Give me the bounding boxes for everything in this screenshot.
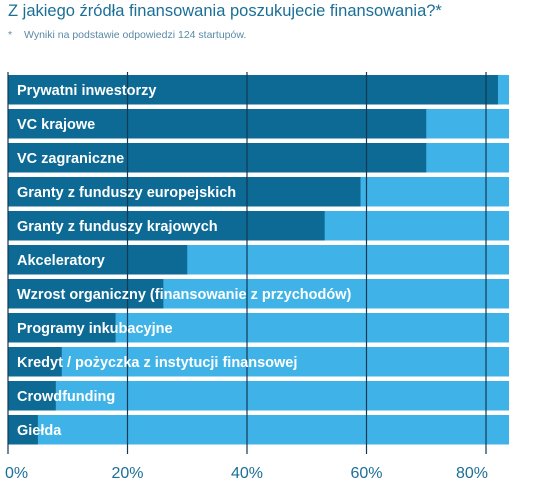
footnote-text: Wyniki na podstawie odpowiedzi 124 start…: [24, 29, 247, 41]
category-label: Kredyt / pożyczka z instytucji finansowe…: [17, 355, 297, 371]
category-label: Giełda: [17, 423, 62, 439]
category-label: Akceleratory: [17, 253, 105, 269]
bars: [8, 75, 498, 445]
bar-track: [8, 415, 509, 445]
tick-label: 80%: [456, 465, 488, 482]
category-label: Crowdfunding: [17, 389, 115, 405]
category-label: Granty z funduszy europejskich: [17, 185, 236, 201]
category-label: Wzrost organiczny (finansowanie z przych…: [17, 287, 351, 303]
bar-track: [8, 347, 509, 377]
bar: [8, 313, 116, 343]
bar-track: [8, 381, 509, 411]
bar: [8, 143, 427, 173]
bar: [8, 279, 164, 309]
category-label: Programy inkubacyjne: [17, 321, 173, 337]
bar: [8, 109, 427, 139]
bar: [8, 347, 62, 377]
category-labels: Prywatni inwestorzy VC krajowe VC zagranic…: [17, 83, 351, 439]
category-label: VC zagraniczne: [17, 151, 124, 167]
gridlines: [7, 72, 487, 454]
bar: [8, 177, 361, 207]
tick-label: 60%: [350, 465, 382, 482]
category-label: Granty z funduszy krajowych: [17, 219, 218, 235]
category-label: VC krajowe: [17, 117, 95, 133]
bar: [8, 211, 325, 241]
tick-label: 20%: [111, 465, 143, 482]
bar: [8, 245, 188, 275]
tick-label: 40%: [231, 465, 263, 482]
bar: [8, 75, 498, 105]
bar: [8, 415, 38, 445]
page-title: Z jakiego źródła finansowania poszukujec…: [8, 2, 442, 20]
bar: [8, 381, 56, 411]
footnote: * Wyniki na podstawie odpowiedzi 124 star…: [8, 29, 246, 41]
x-axis-ticks: 0% 20% 40% 60% 80%: [5, 465, 488, 482]
category-label: Prywatni inwestorzy: [17, 83, 156, 99]
tick-label: 0%: [5, 465, 28, 482]
footnote-marker: *: [8, 29, 13, 41]
